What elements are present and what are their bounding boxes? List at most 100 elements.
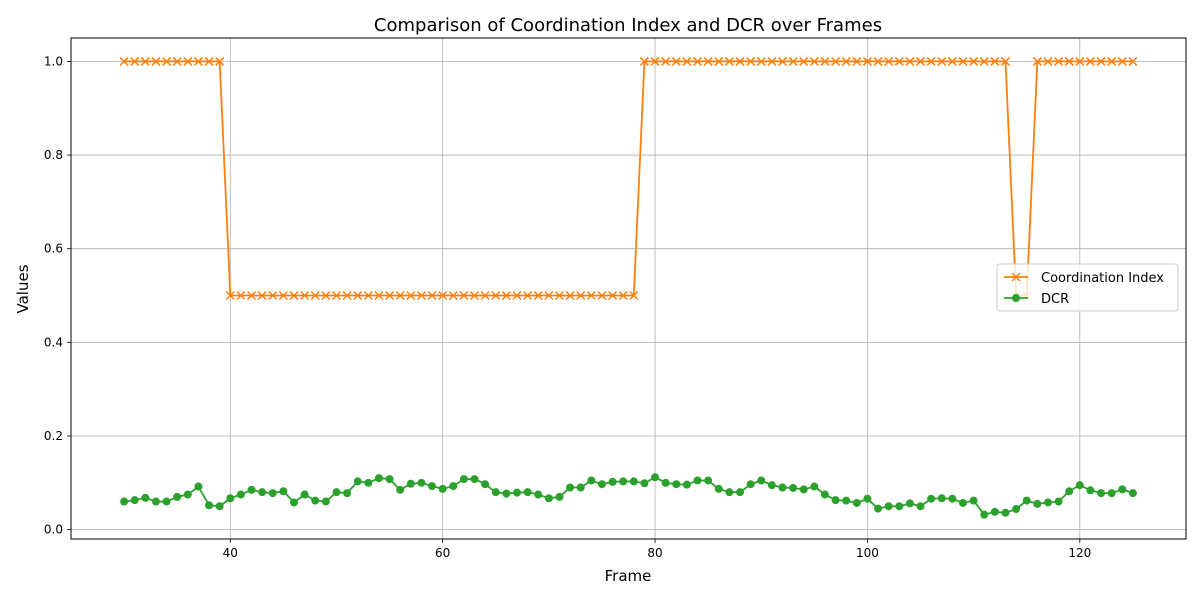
- data-point: [789, 483, 798, 492]
- data-point: [799, 56, 809, 66]
- data-point: [130, 56, 140, 66]
- data-point: [225, 290, 235, 301]
- data-point: [448, 290, 458, 301]
- data-point: [268, 290, 278, 301]
- legend-x-marker: [1011, 272, 1021, 282]
- data-point: [672, 480, 681, 489]
- data-point: [278, 290, 288, 301]
- data-point: [979, 56, 989, 66]
- data-point: [1012, 505, 1021, 514]
- data-point: [682, 480, 691, 489]
- data-point: [534, 490, 543, 499]
- y-tick-label: 1.0: [44, 54, 63, 68]
- data-point: [544, 494, 553, 503]
- data-point: [470, 475, 479, 484]
- data-point: [183, 490, 192, 499]
- data-point: [406, 479, 415, 488]
- data-point: [799, 485, 808, 494]
- data-point: [331, 290, 342, 301]
- data-point: [1075, 481, 1084, 490]
- data-point: [608, 477, 617, 486]
- data-point: [257, 290, 267, 301]
- x-tick-label: 120: [1068, 546, 1091, 560]
- series-line: [124, 60, 1133, 297]
- data-point: [321, 290, 331, 301]
- data-point: [343, 489, 352, 498]
- data-point: [777, 56, 788, 66]
- data-point: [215, 502, 224, 511]
- ticks: 40 60 80 100 120 0.0 0.2 0.4 0.6 0.8 1.0: [44, 54, 1091, 560]
- data-point: [990, 507, 999, 516]
- data-point: [363, 290, 373, 301]
- data-point: [640, 479, 649, 488]
- data-point: [619, 477, 628, 486]
- data-point: [353, 290, 363, 301]
- data-point: [162, 56, 172, 66]
- data-point: [513, 488, 521, 497]
- data-point: [916, 502, 925, 511]
- data-point: [937, 494, 946, 503]
- plot-frame: [70, 37, 1187, 540]
- data-point: [937, 56, 947, 66]
- data-point: [586, 290, 596, 301]
- data-point: [342, 290, 352, 301]
- series-coordination-index: [119, 56, 1138, 301]
- data-point: [205, 501, 214, 510]
- data-point: [1033, 499, 1042, 508]
- data-point: [385, 290, 395, 301]
- legend-marker-coordination: [1011, 272, 1021, 282]
- data-point: [428, 482, 437, 491]
- data-point: [193, 56, 203, 66]
- y-tick-label: 0.4: [44, 335, 63, 349]
- data-point: [746, 56, 756, 66]
- data-point: [947, 56, 957, 66]
- data-point: [1000, 56, 1011, 66]
- data-point: [587, 476, 596, 485]
- data-point: [884, 502, 893, 511]
- data-point: [374, 474, 383, 483]
- data-point: [502, 489, 511, 498]
- data-point: [1128, 56, 1138, 66]
- data-point: [310, 290, 320, 301]
- data-point: [268, 489, 277, 498]
- data-point: [119, 56, 129, 66]
- data-point: [671, 56, 681, 66]
- data-point: [311, 496, 320, 505]
- data-point: [831, 56, 841, 66]
- data-point: [1107, 489, 1116, 498]
- y-axis-label: Values: [14, 264, 32, 313]
- data-point: [1096, 56, 1106, 66]
- data-point: [693, 476, 702, 485]
- data-point: [194, 482, 203, 491]
- data-point: [852, 56, 862, 66]
- data-point: [692, 56, 703, 66]
- series-layer: [119, 56, 1138, 519]
- data-point: [841, 56, 851, 66]
- legend-box: [996, 263, 1179, 312]
- data-point: [651, 473, 660, 482]
- data-point: [842, 496, 851, 505]
- data-point: [724, 56, 734, 66]
- data-point: [1032, 56, 1042, 66]
- data-point: [554, 290, 565, 301]
- data-point: [959, 498, 967, 507]
- data-point: [905, 56, 915, 66]
- data-point: [1086, 486, 1095, 495]
- data-point: [809, 56, 819, 66]
- data-point: [204, 56, 214, 66]
- data-point: [289, 290, 299, 301]
- data-point: [1075, 56, 1085, 66]
- data-point: [576, 290, 586, 301]
- data-point: [491, 488, 500, 497]
- data-point: [226, 494, 235, 503]
- data-point: [258, 488, 267, 497]
- data-point: [565, 290, 575, 301]
- chart-title: Comparison of Coordination Index and DCR…: [374, 15, 882, 36]
- data-point: [650, 56, 660, 66]
- data-point: [290, 498, 298, 507]
- data-point: [246, 290, 257, 301]
- data-point: [523, 290, 533, 301]
- data-point: [247, 485, 256, 494]
- data-point: [300, 490, 309, 499]
